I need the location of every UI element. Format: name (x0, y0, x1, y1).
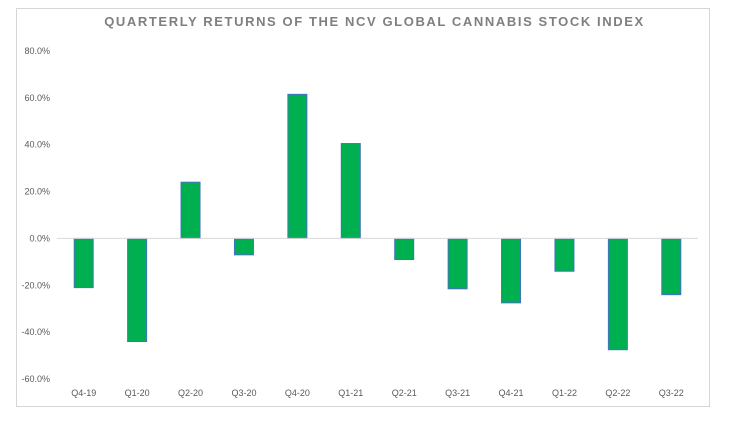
bar-q4-19 (73, 237, 94, 289)
y-tick-label: -20.0% (21, 280, 50, 290)
y-tick-label: -40.0% (21, 327, 50, 337)
x-tick-label: Q4-21 (499, 388, 524, 398)
bar-q4-21 (501, 237, 522, 304)
x-tick-label: Q2-22 (605, 388, 630, 398)
chart-title: QUARTERLY RETURNS OF THE NCV GLOBAL CANN… (104, 14, 645, 29)
y-tick-label: 0.0% (29, 233, 50, 243)
x-tick-label: Q2-20 (178, 388, 203, 398)
x-tick-label: Q2-21 (392, 388, 417, 398)
x-tick-label: Q1-20 (125, 388, 150, 398)
x-tick-label: Q4-20 (285, 388, 310, 398)
bar-q1-20 (127, 237, 148, 343)
x-tick-label: Q3-22 (659, 388, 684, 398)
bar-q3-22 (661, 237, 682, 296)
x-tick-label: Q1-21 (338, 388, 363, 398)
bar-q4-20 (287, 93, 308, 239)
x-tick-label: Q3-21 (445, 388, 470, 398)
x-tick-label: Q4-19 (71, 388, 96, 398)
bar-q2-22 (607, 237, 628, 351)
y-tick-label: 80.0% (24, 46, 50, 56)
x-tick-label: Q3-20 (231, 388, 256, 398)
bar-q2-20 (180, 181, 201, 239)
y-tick-label: 20.0% (24, 187, 50, 197)
y-tick-label: 40.0% (24, 140, 50, 150)
bar-q3-21 (447, 237, 468, 290)
y-tick-label: -60.0% (21, 374, 50, 384)
bar-q1-21 (340, 143, 361, 239)
bar-q2-21 (394, 237, 415, 261)
bar-q3-20 (233, 237, 254, 256)
y-tick-label: 60.0% (24, 93, 50, 103)
bar-q1-22 (554, 237, 575, 272)
x-tick-label: Q1-22 (552, 388, 577, 398)
